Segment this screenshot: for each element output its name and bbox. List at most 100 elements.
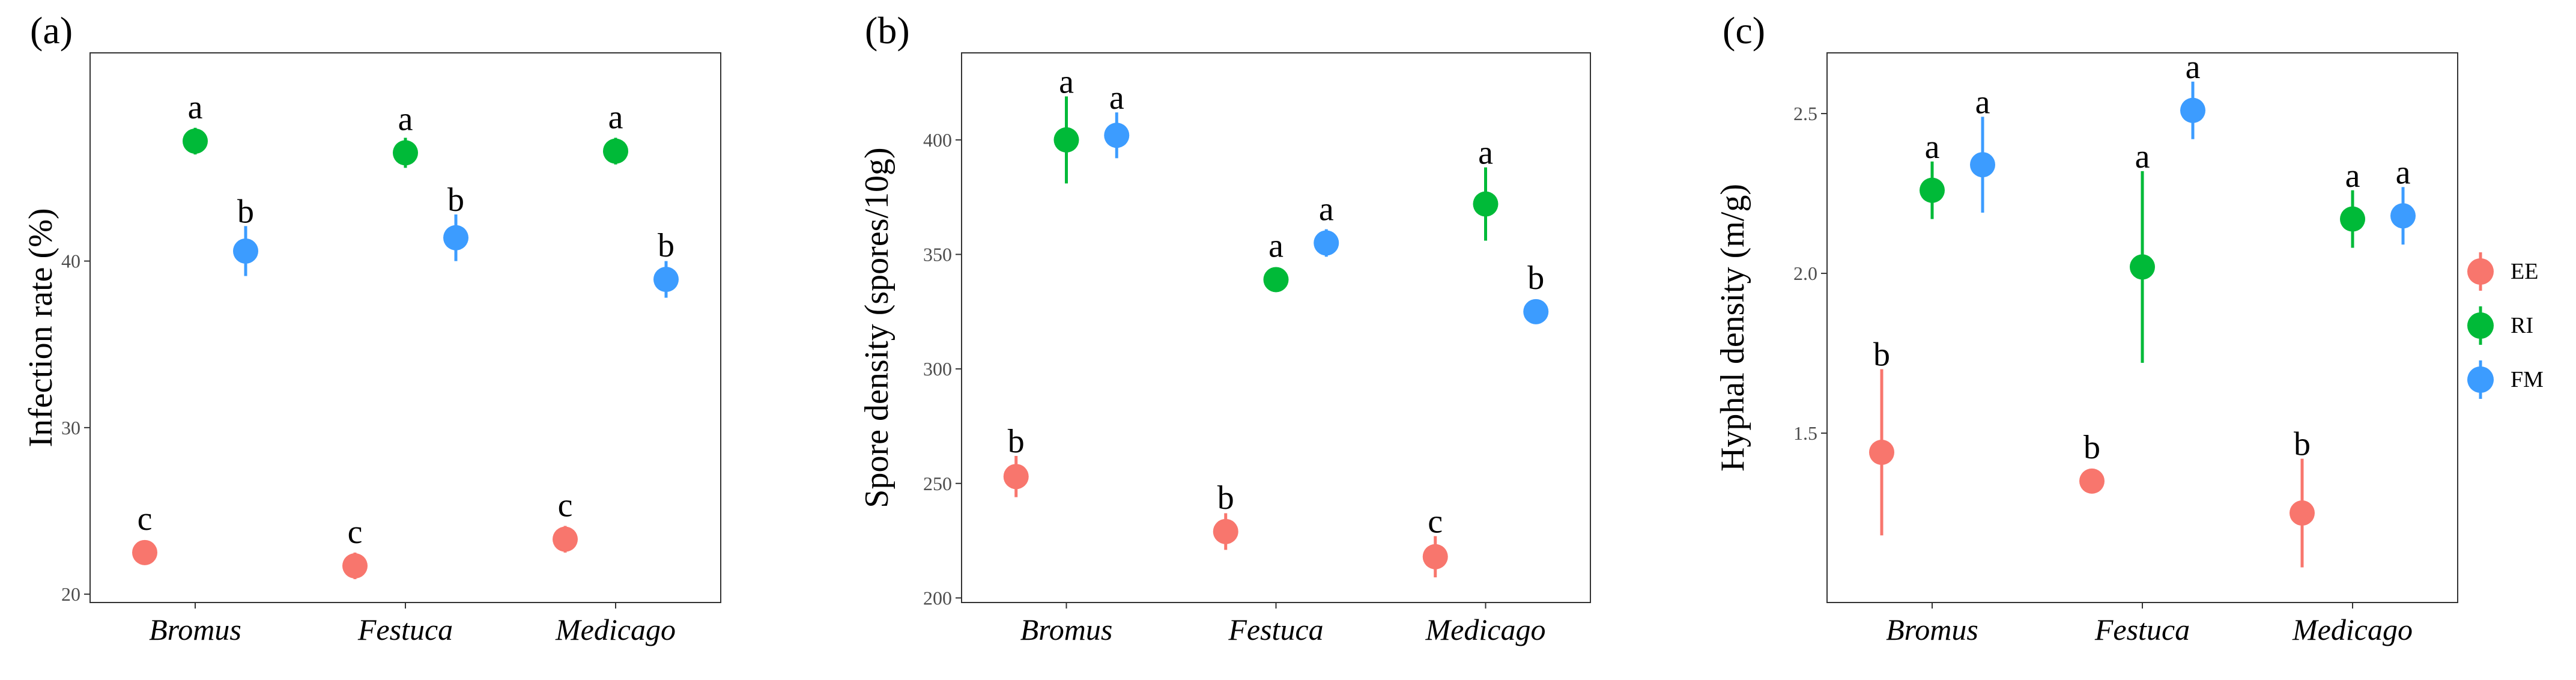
x-tick-label: Festuca [2094,613,2190,646]
y-tick-label: 300 [923,358,952,380]
data-point [1920,177,1945,203]
x-tick-label: Medicago [1425,613,1546,646]
legend: EE RI FM [2467,252,2544,399]
significance-letter: b [237,193,254,230]
series-ee: c cc [132,487,578,580]
panel-3: (c) Hyphal density (m/g) 1.5 2.0 2.5 Bromus Fe… [1714,9,2458,646]
significance-letter: a [1478,135,1493,172]
data-point [1869,439,1894,465]
series-fm: a a a [1970,49,2416,245]
significance-letter: a [2186,49,2201,86]
legend-label: EE [2511,259,2538,284]
data-point [1422,544,1448,569]
significance-letter: b [658,227,674,264]
significance-letter: b [2294,426,2311,463]
significance-letter: a [1268,227,1283,264]
data-point [183,128,208,154]
y-tick-label: 350 [923,244,952,266]
x-tick-label: Medicago [2292,613,2413,646]
data-point [603,138,628,164]
data-point [1053,127,1079,153]
significance-letter: a [1059,63,1074,100]
significance-letter: b [447,181,464,219]
x-tick-label: Festuca [1228,613,1323,646]
significance-letter: b [1873,336,1890,374]
panel-2: (b) Spore density (spores/10g) 200 250 300 35… [858,9,1591,646]
legend-key-point [2467,312,2494,339]
series-ee: b b c [1003,423,1448,578]
data-point [653,267,679,293]
data-point [1970,152,1995,178]
y-tick-label: 40 [61,250,80,272]
data-point [1104,123,1130,148]
data-point [1314,230,1339,256]
x-tick-label: Medicago [555,613,676,646]
y-tick-label: 20 [61,583,80,605]
y-tick-label: 200 [923,587,952,609]
data-point [1213,518,1238,544]
data-point [132,539,157,565]
data-point [1473,191,1499,217]
significance-letter: a [1925,129,1940,166]
significance-letter: c [348,514,363,551]
data-point [2079,468,2105,494]
y-axis-label: Spore density (spores/10g) [858,147,896,508]
data-point [2180,97,2205,123]
panels: (a) Infection rate (%) 20 30 40 Bromus Festuca… [22,9,2458,646]
data-point [2340,206,2365,232]
data-point [1003,464,1029,490]
data-point [2290,500,2315,526]
series-ri: aaa [1053,63,1499,293]
x-tick-label: Festuca [357,613,453,646]
significance-letter: a [1975,83,1990,121]
significance-letter: a [188,89,203,126]
data-point [1263,267,1289,293]
data-point [2390,203,2416,229]
series-ee: b b b [1869,336,2315,568]
significance-letter: b [1217,479,1234,517]
legend-item-ri: RI [2467,306,2533,345]
x-tick-label: Bromus [1886,613,1978,646]
significance-letter: a [398,100,413,138]
significance-letter: c [558,487,573,524]
significance-letter: b [1527,260,1544,297]
data-point [342,553,368,578]
significance-letter: c [1428,503,1443,540]
data-point [1523,299,1549,324]
data-point [553,526,578,552]
significance-letter: a [2396,154,2411,191]
legend-item-ee: EE [2467,252,2538,291]
legend-label: FM [2511,367,2544,392]
x-tick-label: Bromus [1020,613,1113,646]
y-tick-label: 30 [61,417,80,439]
y-tick-label: 250 [923,473,952,494]
legend-label: RI [2511,313,2533,338]
panel-label: (c) [1723,9,1765,52]
data-point [443,225,468,250]
series-fm: b b b [233,181,679,298]
y-axis-label: Infection rate (%) [22,208,59,448]
significance-letter: a [1319,190,1334,228]
data-point [233,238,258,264]
y-tick-label: 2.0 [1793,263,1817,284]
panel-label: (a) [30,9,73,52]
significance-letter: b [2084,429,2100,466]
panel-label: (b) [865,9,910,52]
y-tick-label: 1.5 [1793,422,1817,444]
y-axis-label: Hyphal density (m/g) [1714,184,1751,472]
data-point [393,140,418,166]
series-fm: aab [1104,79,1549,324]
panel-1: (a) Infection rate (%) 20 30 40 Bromus Festuca… [22,9,721,646]
significance-letter: b [1008,423,1025,460]
significance-letter: a [608,99,623,136]
y-tick-label: 2.5 [1793,103,1817,124]
data-point [2130,254,2155,280]
legend-item-fm: FM [2467,360,2544,399]
legend-key-point [2467,258,2494,285]
x-tick-label: Bromus [149,613,241,646]
legend-key-point [2467,366,2494,393]
significance-letter: a [2135,138,2150,175]
